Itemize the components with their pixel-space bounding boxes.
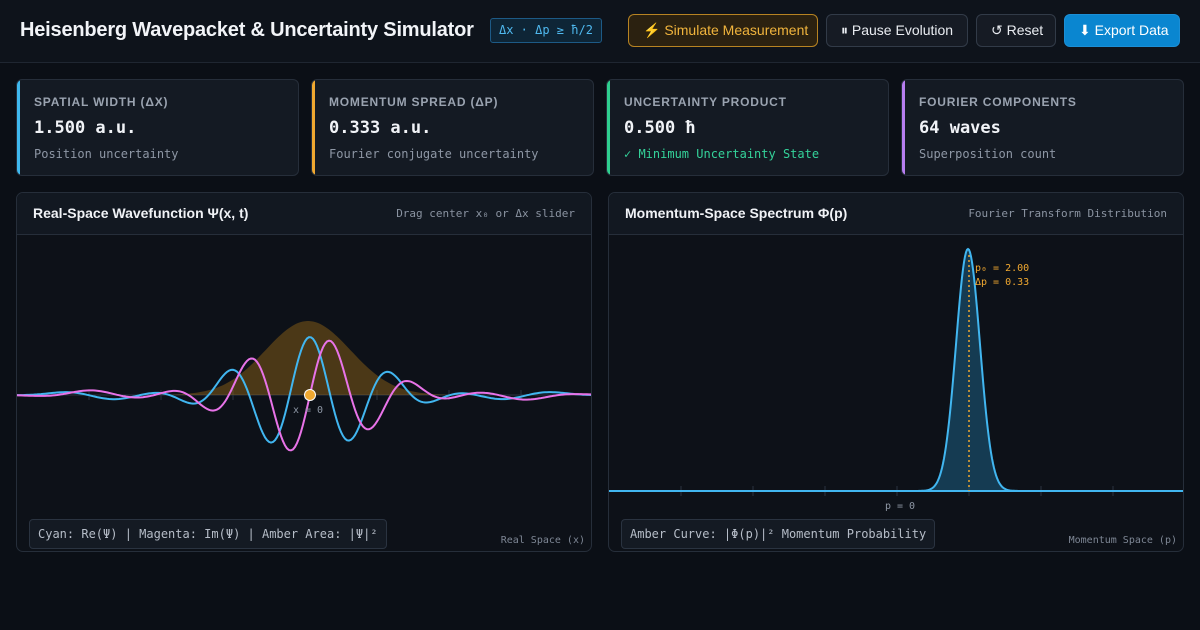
card-subtitle: Fourier conjugate uncertainty — [329, 147, 539, 161]
center-drag-handle[interactable] — [304, 389, 316, 401]
momentum-probability-curve — [609, 247, 1183, 492]
spatial-width-card: Spatial Width (Δx) 1.500 a.u. Position u… — [16, 79, 299, 176]
card-accent — [312, 80, 315, 175]
minimum-state-status: ✓ Minimum Uncertainty State — [624, 147, 820, 161]
momentum-space-axis-name: Momentum Space (p) — [1068, 535, 1177, 546]
momentum-probability-area — [609, 249, 1183, 491]
card-value: 0.333 a.u. — [329, 118, 432, 138]
real-space-plot[interactable]: x = 0 — [17, 235, 592, 552]
fourier-components-card: Fourier Components 64 waves Superpositio… — [901, 79, 1184, 176]
card-label: Spatial Width (Δx) — [34, 95, 169, 109]
card-value: 64 waves — [919, 118, 1001, 138]
card-accent — [17, 80, 20, 175]
panel-title: Real-Space Wavefunction Ψ(x, t) — [33, 205, 249, 221]
card-label: Fourier Components — [919, 95, 1077, 109]
p-zero-label: p = 0 — [885, 501, 915, 512]
real-part-curve — [17, 336, 591, 444]
panel-hint: Fourier Transform Distribution — [968, 207, 1167, 220]
uncertainty-formula-badge: Δx · Δp ≥ ħ/2 — [490, 18, 602, 43]
real-space-panel: Real-Space Wavefunction Ψ(x, t) Drag cen… — [16, 192, 592, 552]
dp-label: Δp = 0.33 — [975, 277, 1029, 288]
card-subtitle: Position uncertainty — [34, 147, 179, 161]
probability-density-area — [17, 321, 591, 395]
momentum-space-legend: Amber Curve: |Φ(p)|² Momentum Probabilit… — [621, 519, 936, 549]
reset-button[interactable]: ↺ Reset — [976, 14, 1056, 47]
center-label: x = 0 — [293, 405, 323, 416]
card-subtitle: Superposition count — [919, 147, 1057, 161]
momentum-space-plot: p₀ = 2.00 Δp = 0.33 p = 0 — [609, 247, 1183, 512]
export-data-button[interactable]: ⬇ Export Data — [1064, 14, 1180, 47]
top-bar: Heisenberg Wavepacket & Uncertainty Simu… — [0, 0, 1200, 63]
card-accent — [607, 80, 610, 175]
card-value: 1.500 a.u. — [34, 118, 137, 138]
pause-evolution-button[interactable]: ⏸ Pause Evolution — [826, 14, 968, 47]
card-value: 0.500 ħ — [624, 118, 696, 138]
card-label: Uncertainty Product — [624, 95, 787, 109]
imaginary-part-curve — [17, 339, 591, 452]
momentum-spread-card: Momentum Spread (Δp) 0.333 a.u. Fourier … — [311, 79, 594, 176]
app-title: Heisenberg Wavepacket & Uncertainty Simu… — [20, 19, 474, 41]
panel-header: Real-Space Wavefunction Ψ(x, t) Drag cen… — [17, 193, 591, 235]
panel-title: Momentum-Space Spectrum Φ(p) — [625, 205, 848, 221]
momentum-space-panel: Momentum-Space Spectrum Φ(p) Fourier Tra… — [608, 192, 1184, 552]
panel-header: Momentum-Space Spectrum Φ(p) Fourier Tra… — [609, 193, 1183, 235]
card-accent — [902, 80, 905, 175]
simulate-measurement-button[interactable]: ⚡ Simulate Measurement — [628, 14, 818, 47]
real-space-legend: Cyan: Re(Ψ) | Magenta: Im(Ψ) | Amber Are… — [29, 519, 387, 549]
real-space-axis-name: Real Space (x) — [500, 535, 585, 546]
p0-label: p₀ = 2.00 — [975, 263, 1029, 274]
uncertainty-product-card: Uncertainty Product 0.500 ħ ✓ Minimum Un… — [606, 79, 889, 176]
panel-hint: Drag center x₀ or Δx slider — [396, 207, 575, 220]
card-label: Momentum Spread (Δp) — [329, 95, 499, 109]
